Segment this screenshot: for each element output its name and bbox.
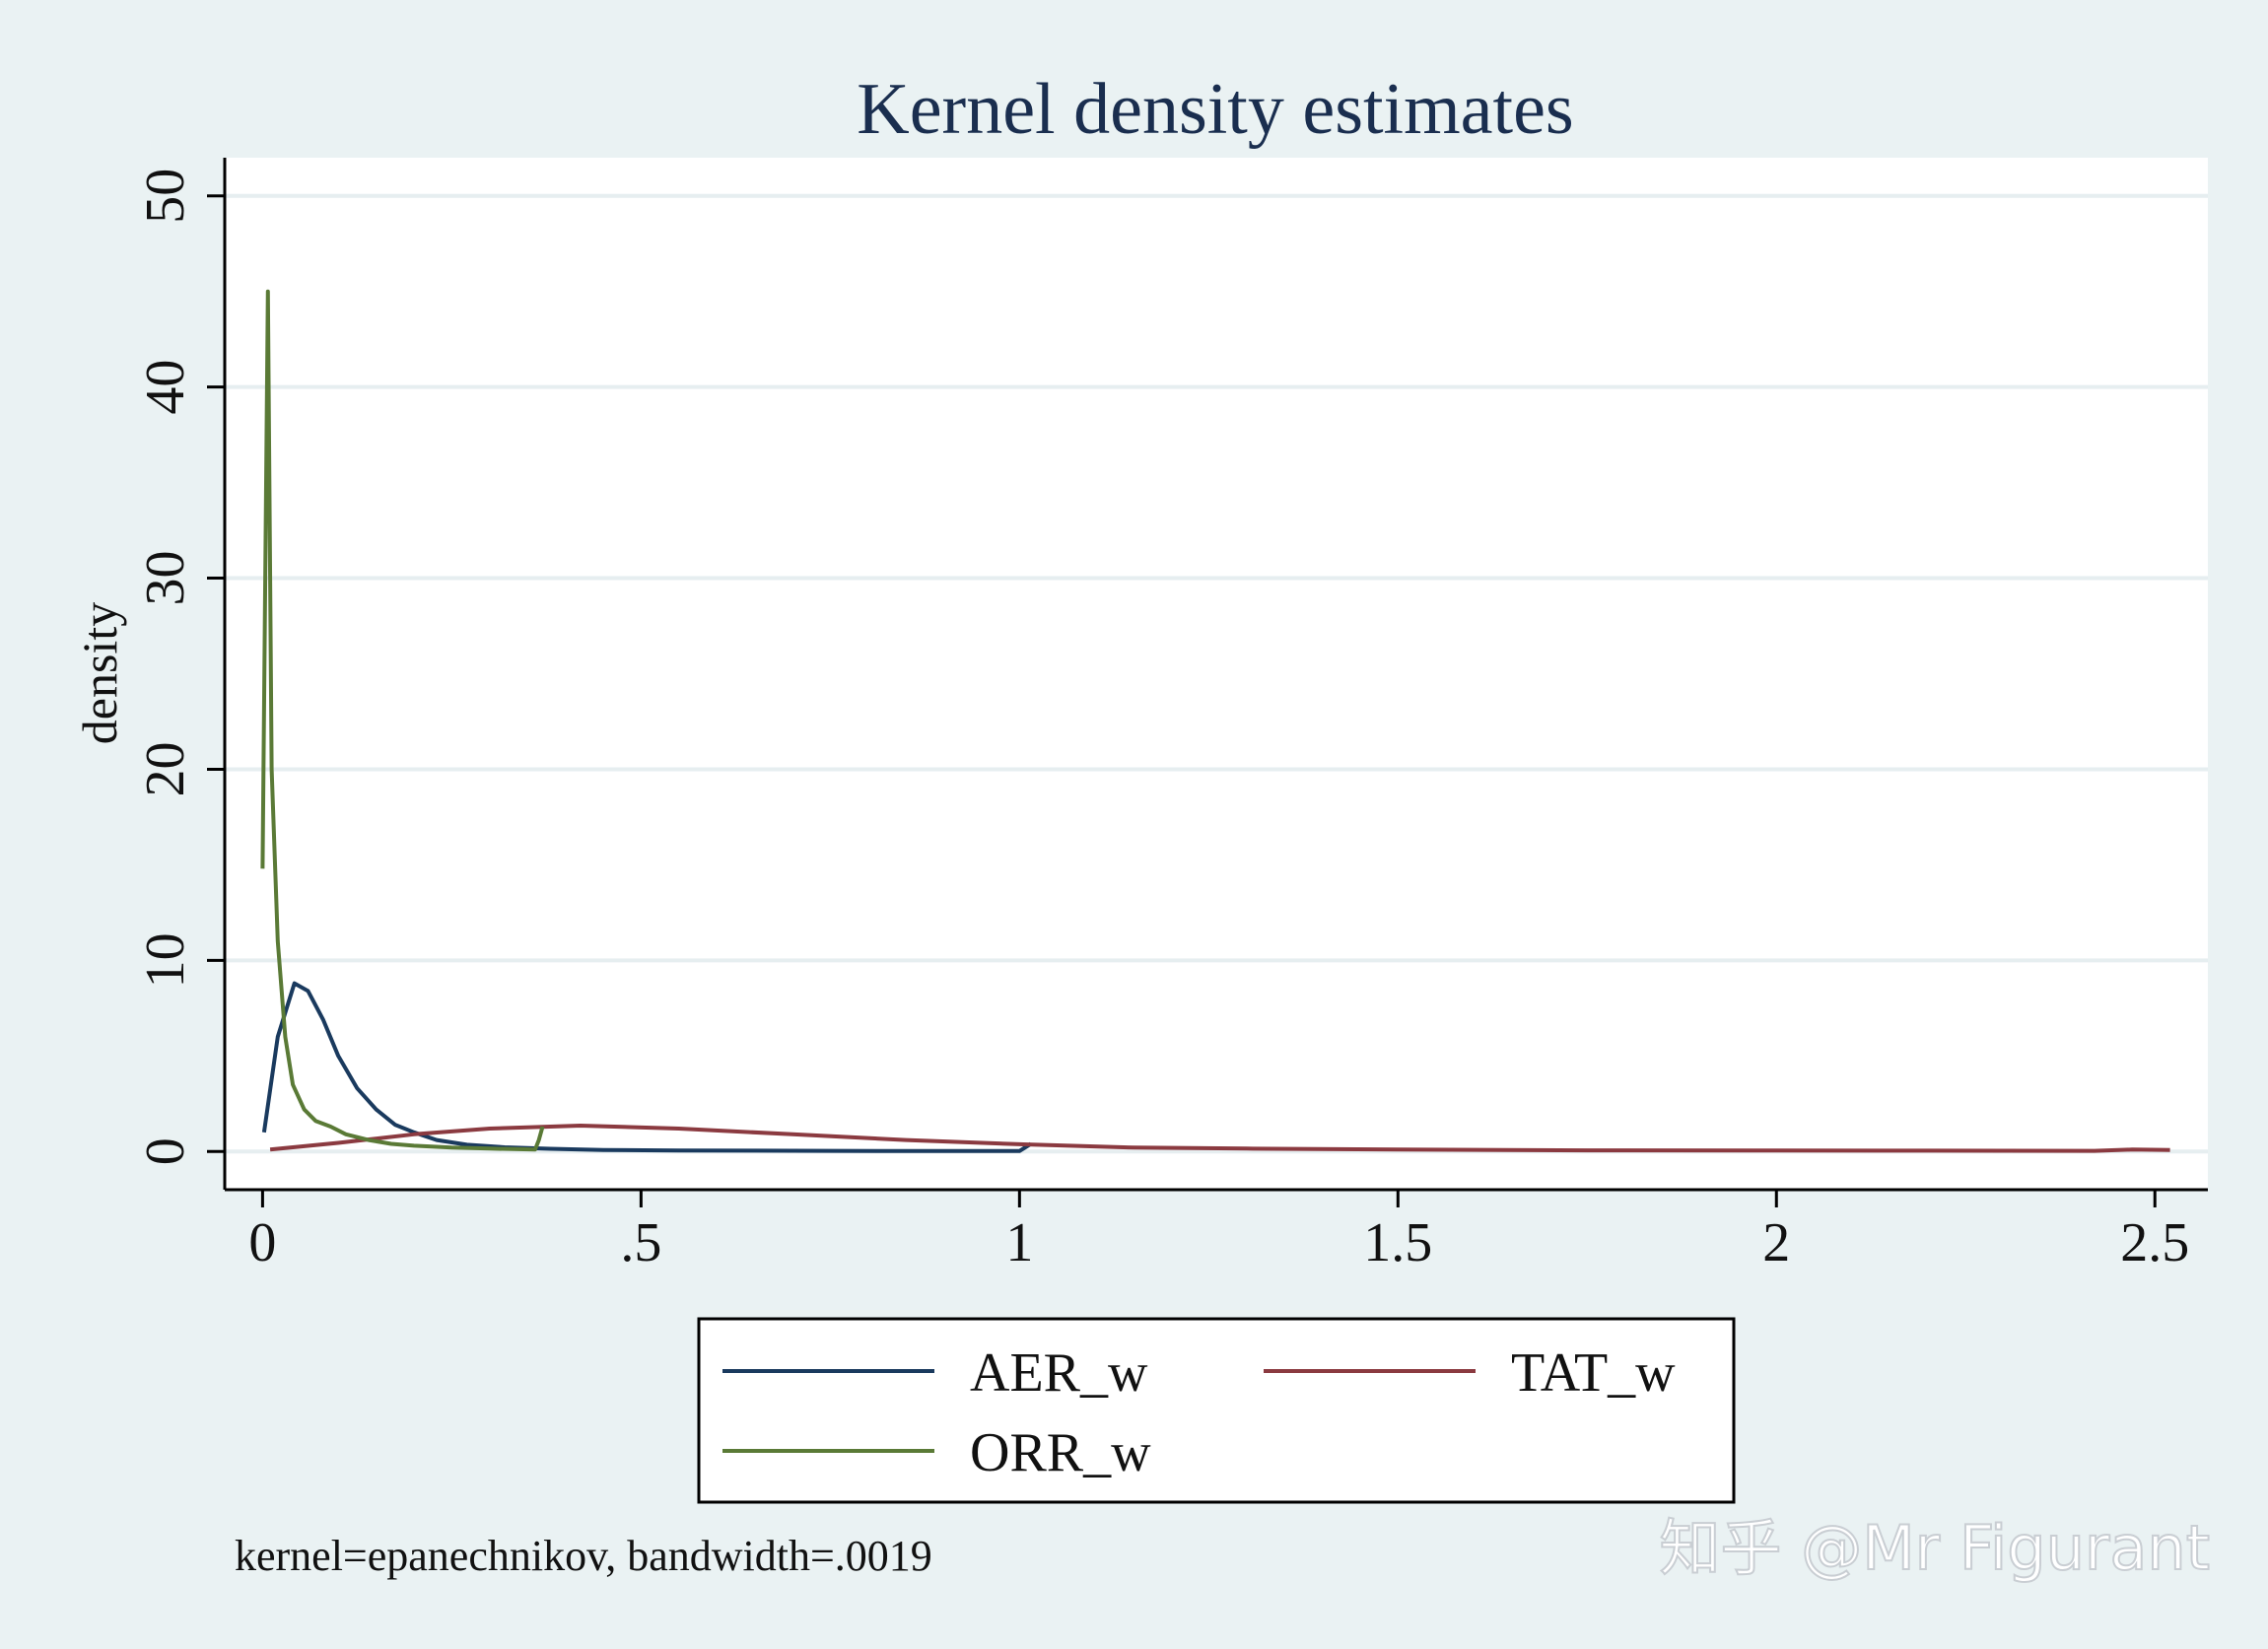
legend-label-tat: TAT_w	[1511, 1342, 1676, 1404]
y-tick-label: 20	[135, 741, 196, 796]
y-tick-label: 50	[135, 169, 196, 224]
series-line-tat-w	[269, 1124, 2170, 1153]
x-tick-label: 1.5	[1363, 1212, 1432, 1273]
y-tick-label: 40	[135, 360, 196, 415]
kernel-note: kernel=epanechnikov, bandwidth=.0019	[235, 1532, 932, 1580]
legend-box	[697, 1317, 1736, 1504]
axes-layer	[223, 158, 2208, 1192]
x-tick-label: 2.5	[2120, 1212, 2189, 1273]
x-tick-label: 1	[1005, 1212, 1033, 1273]
y-tick-label: 0	[135, 1137, 196, 1165]
legend: AER_w TAT_w ORR_w	[697, 1317, 1736, 1504]
ticks-layer: 0 10 20 30 40 50 0 .5 1 1.5 2 2.5	[135, 169, 2189, 1273]
chart-title: Kernel density estimates	[857, 69, 1573, 150]
y-axis-label: density	[72, 602, 127, 744]
y-tick-label: 10	[135, 932, 196, 988]
x-tick-label: .5	[620, 1212, 661, 1273]
series-layer	[260, 289, 2170, 1153]
legend-label-orr: ORR_w	[970, 1422, 1151, 1483]
x-tick-label: 2	[1762, 1212, 1790, 1273]
series-line-orr-w	[260, 289, 545, 1152]
plot-area	[225, 158, 2208, 1190]
legend-label-aer: AER_w	[970, 1342, 1148, 1404]
y-tick-label: 30	[135, 551, 196, 606]
watermark: 知乎 @Mr Figurant	[1659, 1512, 2210, 1584]
x-tick-label: 0	[248, 1212, 276, 1273]
series-line-aer-w	[261, 981, 1032, 1153]
